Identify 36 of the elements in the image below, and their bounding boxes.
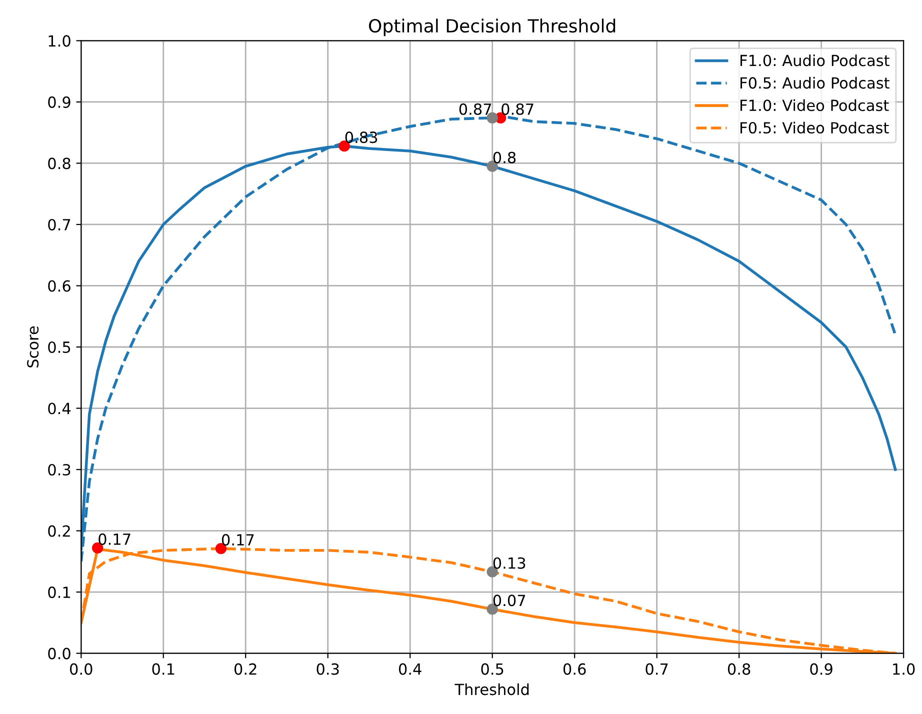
y-tick-label: 0.4 [48, 402, 71, 414]
x-tick-label: 0.3 [316, 663, 339, 675]
x-tick-label: 0.2 [234, 663, 256, 675]
x-tick-label: 0.6 [563, 663, 586, 675]
data-label: 0.17 [98, 533, 130, 545]
y-tick-label: 0.9 [48, 96, 70, 108]
y-axis-title: Score [27, 326, 39, 368]
legend-label: F0.5: Audio Podcast [740, 76, 890, 89]
x-tick-label: 0.8 [728, 663, 750, 675]
x-tick-label: 0.5 [481, 663, 504, 675]
x-tick-label: 0.1 [152, 663, 174, 675]
legend-label: F1.0: Video Podcast [740, 99, 889, 112]
y-tick-label: 0.1 [48, 586, 70, 598]
y-tick-label: 0.7 [48, 218, 70, 231]
x-axis-title: Threshold [454, 683, 529, 696]
data-label: 0.87 [502, 103, 534, 115]
y-tick-label: 0.3 [48, 464, 70, 476]
x-tick-label: 0.0 [70, 663, 92, 675]
y-tick-label: 0.5 [48, 341, 70, 354]
y-tick-label: 0.2 [48, 525, 70, 537]
x-tick-label: 1.0 [893, 663, 915, 675]
y-tick-label: 1.0 [48, 35, 70, 47]
x-tick-label: 0.9 [810, 663, 832, 675]
data-label: 0.13 [493, 557, 526, 569]
legend-label: F1.0: Audio Podcast [740, 54, 890, 66]
x-tick-label: 0.4 [398, 663, 422, 675]
y-tick-label: 0.8 [48, 158, 70, 170]
data-label: 0.17 [222, 534, 254, 546]
y-tick-label: 0.6 [48, 280, 70, 292]
chart-title: Optimal Decision Threshold [368, 18, 616, 36]
data-label: 0.87 [459, 103, 492, 115]
x-tick-label: 0.7 [646, 663, 668, 675]
data-label: 0.8 [493, 152, 516, 164]
y-tick-label: 0.0 [48, 648, 70, 660]
legend-label: F0.5: Video Podcast [740, 122, 889, 134]
data-label: 0.07 [493, 594, 526, 606]
